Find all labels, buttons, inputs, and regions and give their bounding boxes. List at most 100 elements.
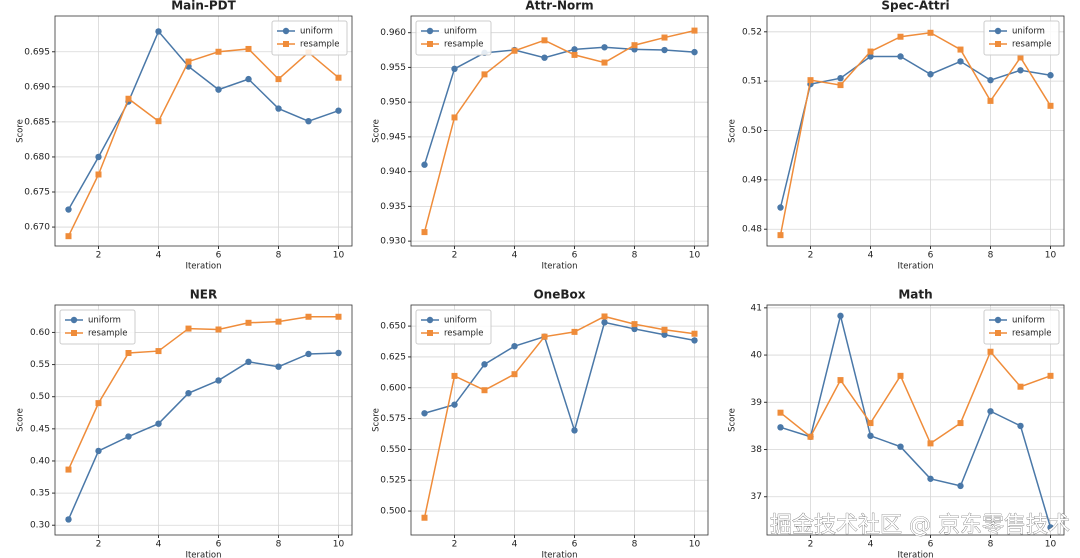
y-tick-label: 0.40 [30, 456, 50, 466]
data-point [987, 76, 994, 84]
y-tick-label: 0.695 [24, 47, 50, 57]
chart-title: OneBox [533, 288, 585, 302]
x-tick-label: 2 [452, 251, 458, 261]
data-point [421, 514, 428, 521]
x-axis-label: Iteration [185, 551, 221, 558]
data-line [779, 32, 1052, 236]
x-axis-label: Iteration [541, 551, 577, 558]
data-point [897, 53, 904, 60]
data-point [927, 440, 934, 447]
data-point [421, 161, 428, 168]
data-point [215, 377, 222, 384]
x-axis-label: Iteration [897, 551, 933, 558]
data-point [335, 74, 342, 81]
y-tick-label: 0.680 [24, 152, 50, 162]
x-tick-label: 2 [808, 251, 814, 261]
data-point [155, 420, 162, 427]
data-point [541, 37, 548, 44]
data-point [957, 420, 964, 427]
chart-title: Main-PDT [171, 0, 236, 13]
x-axis-label: Iteration [897, 262, 933, 272]
y-tick-label: 0.690 [24, 82, 50, 92]
legend-marker [994, 316, 1002, 324]
data-point [897, 372, 904, 379]
data-point [421, 229, 428, 236]
data-point [897, 33, 904, 40]
data-point [481, 71, 488, 78]
data-point [691, 48, 698, 56]
data-point [837, 377, 844, 384]
data-line [779, 55, 1051, 208]
plot-area [65, 28, 342, 240]
data-point [245, 319, 252, 326]
data-point [927, 475, 934, 482]
data-point [1017, 67, 1024, 74]
axes-frame [410, 15, 709, 247]
data-point [571, 328, 578, 335]
y-tick-label: 0.45 [30, 424, 50, 434]
data-point [837, 74, 844, 82]
data-point [335, 313, 342, 320]
y-tick-label: 0.930 [380, 237, 406, 247]
y-tick-label: 0.940 [380, 167, 406, 177]
plot-area [777, 29, 1054, 239]
data-point [837, 312, 844, 320]
x-tick-label: 8 [988, 540, 994, 550]
data-point [601, 44, 608, 51]
y-tick-label: 38 [751, 445, 763, 455]
x-tick-label: 6 [572, 251, 578, 261]
legend-label: resample [300, 40, 339, 50]
x-tick-label: 8 [276, 540, 282, 550]
x-axis-label: Iteration [541, 262, 577, 272]
y-axis-label: Score [728, 408, 738, 432]
data-point [95, 153, 102, 161]
data-line [780, 315, 1052, 528]
data-point [481, 361, 488, 368]
data-point [95, 171, 102, 178]
legend-label: resample [1012, 40, 1051, 50]
x-tick-label: 2 [96, 251, 102, 261]
data-point [245, 358, 252, 366]
data-line [424, 321, 695, 434]
legend-label: uniform [300, 27, 333, 37]
data-point [777, 204, 784, 211]
plot-area [777, 312, 1054, 531]
legend-label: uniform [88, 316, 121, 326]
y-tick-label: 0.500 [380, 507, 406, 517]
x-tick-label: 10 [333, 540, 345, 550]
x-tick-label: 2 [452, 540, 458, 550]
y-tick-label: 40 [751, 351, 763, 361]
data-point [481, 387, 488, 394]
legend-marker [70, 316, 78, 324]
y-axis-label: Score [372, 408, 382, 432]
legend-label: resample [88, 329, 127, 339]
legend-label: resample [1012, 329, 1051, 339]
data-point [987, 348, 994, 355]
y-tick-label: 0.670 [24, 223, 50, 233]
data-point [601, 313, 608, 320]
y-tick-label: 0.960 [380, 28, 406, 38]
y-tick-label: 0.950 [380, 98, 406, 108]
x-tick-label: 6 [928, 251, 934, 261]
y-tick-label: 37 [751, 492, 762, 502]
x-tick-label: 10 [689, 251, 701, 261]
data-point [185, 389, 192, 397]
x-tick-label: 4 [512, 251, 518, 261]
data-point [1017, 54, 1024, 61]
legend-label: resample [444, 329, 483, 339]
data-point [65, 206, 72, 213]
legend-marker [995, 330, 1001, 336]
legend-marker [427, 41, 433, 47]
x-tick-label: 4 [512, 540, 518, 550]
y-tick-label: 0.575 [380, 414, 406, 424]
data-point [65, 466, 72, 473]
x-tick-label: 2 [96, 540, 102, 550]
y-axis-label: Score [728, 119, 738, 143]
x-tick-label: 6 [928, 540, 934, 550]
data-point [837, 82, 844, 89]
data-point [807, 433, 814, 440]
data-point [155, 118, 162, 125]
y-tick-label: 0.550 [380, 445, 406, 455]
data-point [631, 321, 638, 328]
